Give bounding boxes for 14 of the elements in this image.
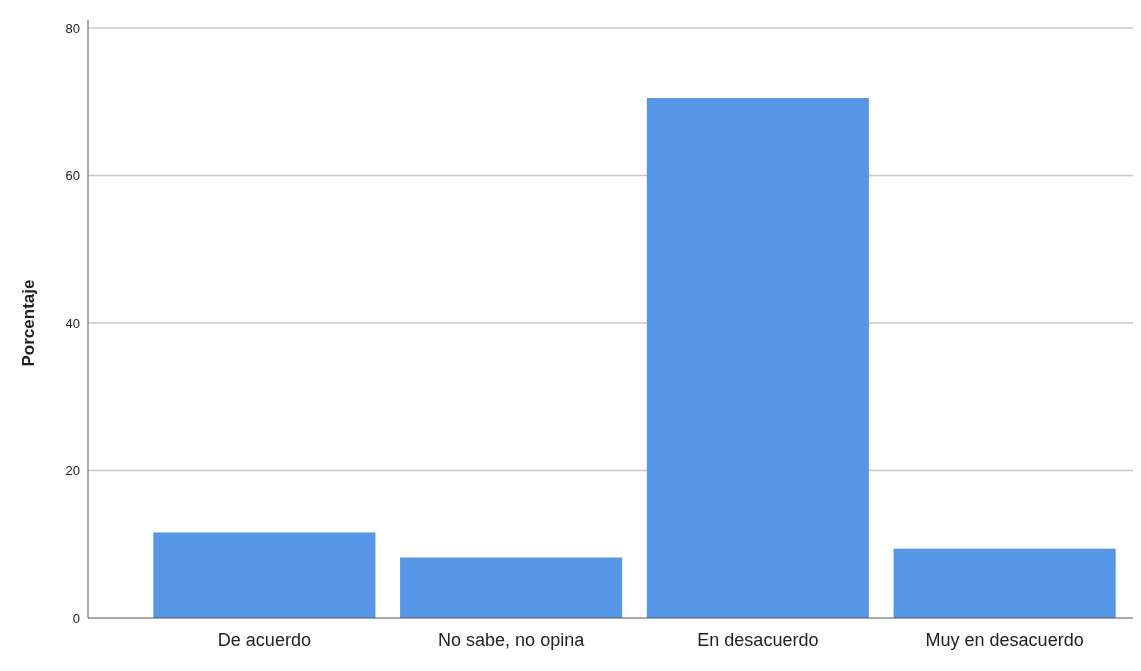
bar — [893, 548, 1116, 618]
x-tick-label: De acuerdo — [217, 630, 311, 650]
y-axis-title: Porcentaje — [19, 279, 38, 367]
y-tick-label: 80 — [65, 20, 80, 36]
x-tick-label: No sabe, no opina — [438, 630, 586, 650]
y-tick-label: 20 — [65, 463, 80, 479]
bar — [400, 557, 623, 618]
x-tick-label: En desacuerdo — [697, 630, 819, 650]
x-tick-label: Muy en desacuerdo — [925, 630, 1084, 650]
y-tick-label: 60 — [65, 168, 80, 184]
bar — [646, 98, 869, 618]
y-tick-label: 40 — [65, 315, 80, 331]
y-tick-label: 0 — [72, 610, 80, 626]
bar — [153, 532, 376, 618]
